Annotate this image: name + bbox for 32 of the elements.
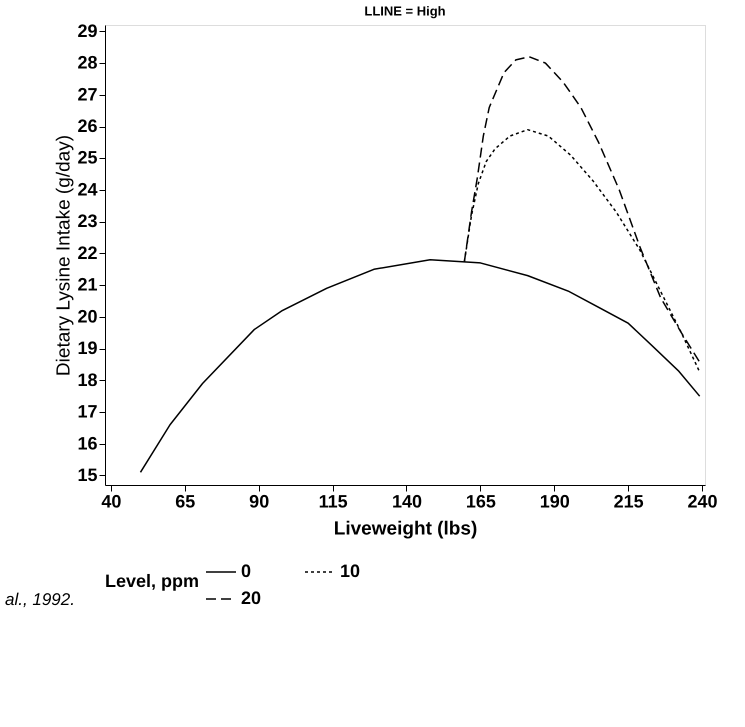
y-tick-label: 18: [77, 370, 98, 390]
x-tick-label: 140: [392, 492, 422, 512]
y-tick-label: 27: [77, 84, 98, 104]
y-tick-label: 21: [77, 274, 98, 295]
x-axis-title: Liveweight (lbs): [334, 518, 478, 540]
chart-title: LLINE = High: [364, 3, 446, 18]
y-tick-label: 16: [77, 433, 98, 454]
x-tick-label: 190: [540, 492, 570, 512]
legend-label: 0: [241, 561, 252, 581]
x-tick-label: 40: [101, 492, 122, 512]
y-tick-label: 28: [77, 52, 98, 73]
y-tick-label: 22: [77, 242, 98, 263]
x-tick-label: 165: [466, 492, 496, 512]
x-tick-label: 115: [318, 492, 348, 512]
y-tick-label: 29: [77, 20, 98, 41]
x-tick-label: 215: [614, 492, 644, 512]
y-tick-label: 24: [77, 179, 98, 200]
y-tick-label: 25: [77, 148, 98, 168]
x-tick-label: 240: [688, 492, 718, 512]
legend-label: 20: [241, 588, 262, 608]
y-tick-label: 19: [77, 338, 98, 358]
y-axis-title: Dietary Lysine Intake (g/day): [53, 134, 74, 376]
legend-title: Level, ppm: [105, 571, 200, 591]
x-tick-label: 65: [175, 492, 196, 512]
y-tick-label: 17: [77, 402, 98, 422]
legend-label: 10: [340, 561, 360, 581]
y-tick-label: 26: [77, 116, 98, 136]
y-tick-label: 20: [77, 306, 98, 326]
x-tick-label: 90: [249, 492, 270, 512]
y-tick-label: 15: [77, 464, 98, 485]
y-tick-label: 23: [77, 211, 98, 232]
text: al., 1992.: [5, 590, 75, 609]
